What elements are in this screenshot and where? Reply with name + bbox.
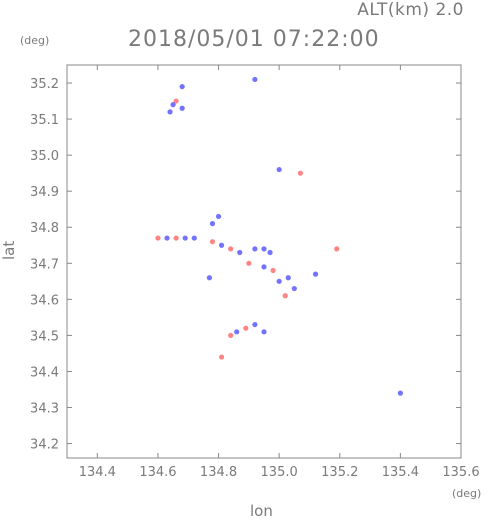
x-tick-label: 135.6 — [442, 465, 479, 480]
x-tick-label: 135.0 — [261, 465, 298, 480]
data-point — [397, 390, 403, 396]
x-tick-label: 134.4 — [79, 465, 116, 480]
plot-frame — [66, 64, 462, 459]
timestamp-title: 2018/05/01 07:22:00 — [128, 27, 380, 52]
y-tick-label: 34.4 — [30, 365, 59, 380]
data-point — [155, 235, 161, 241]
data-point — [291, 285, 297, 292]
data-point — [218, 354, 225, 360]
data-point — [173, 235, 179, 241]
x-tick-label: 135.2 — [321, 465, 358, 480]
data-point — [267, 249, 273, 256]
y-tick-label: 34.6 — [30, 293, 59, 308]
data-point — [218, 242, 225, 248]
data-point — [252, 76, 258, 83]
x-axis-label: lon — [250, 502, 273, 520]
data-point — [179, 84, 185, 90]
data-point — [282, 293, 288, 299]
altitude-label: ALT(km) 2.0 — [357, 0, 464, 20]
data-point — [215, 213, 222, 220]
y-tick-label: 35.1 — [30, 113, 59, 128]
data-point — [246, 260, 252, 266]
data-point — [261, 246, 267, 252]
data-point — [167, 109, 173, 115]
data-point — [276, 166, 282, 173]
data-point — [261, 264, 267, 270]
y-tick-label: 34.5 — [30, 329, 59, 344]
data-point — [234, 329, 240, 335]
data-point — [261, 329, 267, 335]
data-point — [191, 235, 197, 241]
data-point — [182, 235, 188, 241]
x-tick-label: 135.4 — [382, 465, 419, 480]
data-point — [179, 105, 185, 111]
data-point — [206, 275, 213, 281]
y-tick-label: 34.7 — [30, 257, 59, 272]
x-axis-unit: (deg) — [452, 487, 482, 500]
y-tick-label: 35.2 — [30, 77, 59, 92]
x-tick-label: 134.6 — [139, 465, 176, 480]
y-tick-label: 34.2 — [30, 438, 59, 453]
data-point — [164, 235, 170, 241]
data-point — [170, 102, 176, 108]
data-point — [312, 271, 319, 277]
x-tick-label: 134.8 — [200, 465, 237, 480]
y-tick-label: 35.0 — [30, 149, 59, 164]
data-point — [297, 170, 303, 176]
data-marks — [155, 76, 403, 396]
data-point — [243, 325, 249, 331]
y-tick-label: 34.3 — [30, 402, 59, 417]
data-point — [252, 246, 258, 252]
data-point — [276, 278, 282, 284]
y-tick-label: 34.9 — [30, 185, 59, 200]
y-axis-unit: (deg) — [20, 34, 50, 47]
data-point — [228, 246, 234, 252]
data-point — [173, 98, 179, 104]
data-point — [270, 267, 276, 274]
data-point — [237, 249, 243, 256]
data-point — [252, 321, 258, 328]
data-point — [334, 246, 340, 252]
data-point — [209, 221, 216, 227]
data-point — [228, 332, 234, 339]
axis-ticks: 134.4 134.6 134.8 135.0 135.2 135.4 135.6 34.2 3… — [30, 65, 480, 480]
data-point — [285, 275, 291, 281]
y-tick-label: 34.8 — [30, 221, 59, 236]
data-point — [209, 239, 216, 245]
